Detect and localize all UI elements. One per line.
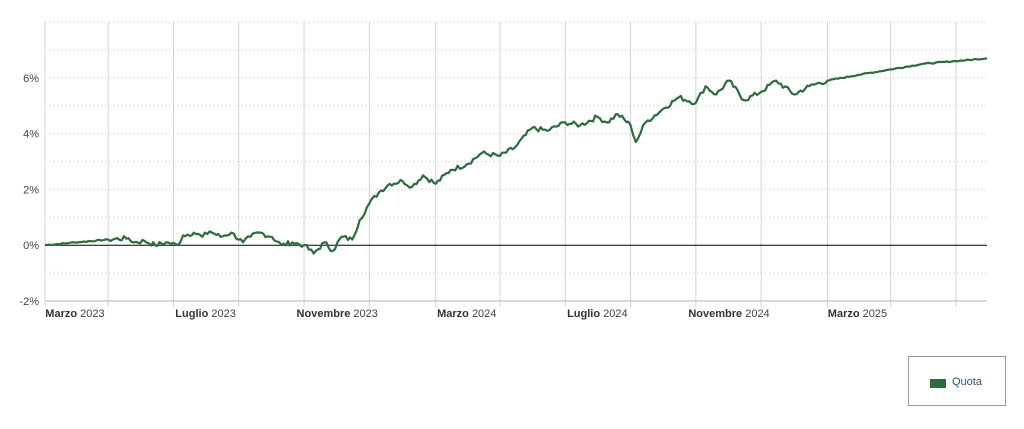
x-tick-month: Novembre [297,308,354,320]
x-tick-year: 2023 [353,308,377,320]
x-tick-month: Luglio [175,308,211,320]
y-tick-label: 4% [23,129,39,141]
x-tick-month: Marzo [45,308,80,320]
legend-label-quota: Quota [952,376,982,388]
x-tick-label: Marzo 2023 [45,308,104,320]
x-tick-label: Novembre 2024 [688,308,769,320]
axis-layer [45,244,987,302]
x-tick-month: Marzo [437,308,472,320]
x-tick-year: 2024 [745,308,769,320]
x-tick-year: 2024 [603,308,627,320]
label-layer: -2%0%2%4%6%Marzo 2023 Luglio 2023 Novembre… [19,73,887,320]
x-tick-label: Marzo 2024 [437,308,496,320]
y-tick-label: 2% [23,184,39,196]
x-tick-year: 2023 [80,308,104,320]
x-tick-label: Luglio 2023 [175,308,236,320]
x-tick-month: Novembre [688,308,745,320]
series-line-quota [44,57,988,255]
y-tick-label: -2% [19,296,39,308]
y-tick-label: 6% [23,73,39,85]
legend-swatch-quota [930,379,946,388]
x-tick-month: Marzo [828,308,863,320]
series-layer [44,57,988,255]
x-tick-label: Novembre 2023 [297,308,378,320]
y-tick-label: 0% [23,240,39,252]
legend[interactable]: Quota [908,356,1006,406]
x-tick-year: 2023 [211,308,235,320]
grid-layer [44,21,987,307]
x-tick-year: 2025 [863,308,887,320]
x-tick-label: Luglio 2024 [567,308,628,320]
x-tick-label: Marzo 2025 [828,308,887,320]
x-tick-month: Luglio [567,308,603,320]
x-tick-year: 2024 [472,308,496,320]
